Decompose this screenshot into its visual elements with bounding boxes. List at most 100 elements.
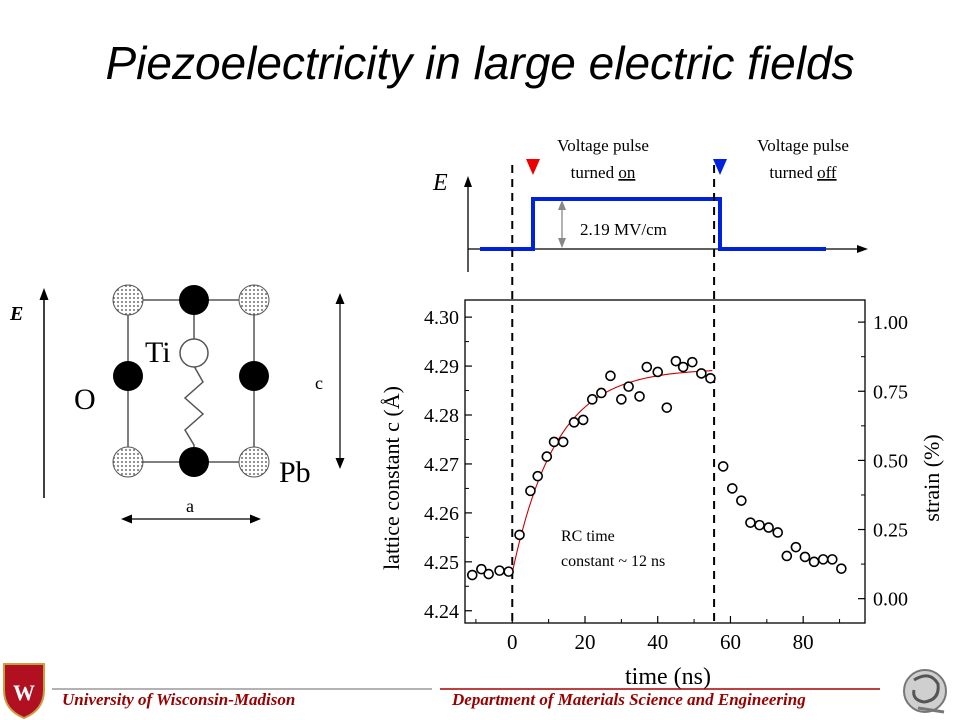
data-point [677, 361, 689, 373]
rc-fit-curve [511, 370, 713, 573]
pulse-boundary-lines [511, 165, 716, 623]
ti-atom [179, 338, 209, 368]
data-point [836, 563, 847, 574]
y-tick-label: 4.24 [424, 601, 459, 623]
pulse-diagram: E 2.19 MV/cm Voltage pulse turned on Vol… [432, 136, 868, 272]
pb-atom-top-right [238, 284, 270, 316]
y-tick-label: 4.28 [424, 405, 459, 427]
y-tick-label: 4.29 [424, 356, 459, 378]
unit-cell-diagram: E Ti O Pb c a [9, 284, 345, 524]
data-point [548, 436, 560, 448]
o-label: O [74, 383, 96, 416]
data-point [661, 402, 673, 413]
data-point [781, 550, 793, 562]
x-tick-label: 80 [793, 630, 814, 654]
data-point [623, 381, 634, 392]
data-point [605, 370, 616, 382]
data-points [466, 355, 847, 581]
voltage-pulse-trace [480, 197, 826, 251]
a-label: a [186, 496, 194, 516]
data-point [532, 470, 544, 482]
o-atom-top [179, 285, 209, 315]
data-point [652, 366, 664, 378]
data-point [514, 529, 525, 541]
x-tick-label: 40 [647, 630, 668, 654]
footer-university: University of Wisconsin-Madison [62, 690, 296, 709]
y-tick-label: 4.27 [424, 454, 459, 476]
pulse-off-marker [713, 159, 727, 175]
pulse-on-caption-line2: turned on [571, 163, 636, 182]
left-axis-ticks: 4.24 4.25 4.26 4.27 4.28 4.29 4.30 [424, 307, 472, 623]
data-point [754, 519, 765, 531]
x-tick-label: 60 [720, 630, 741, 654]
y-tick-label: 4.30 [424, 307, 459, 329]
department-logo [903, 669, 947, 714]
data-point [586, 394, 598, 405]
pulse-x-axis-head [857, 245, 868, 253]
data-point [494, 565, 505, 576]
x-tick-label: 20 [575, 630, 596, 654]
amplitude-arrow-head-top [558, 200, 566, 210]
y-tick-label: 4.26 [424, 503, 459, 525]
data-point [736, 495, 747, 506]
uw-crest-letter: W [13, 680, 35, 705]
data-point [670, 355, 682, 367]
data-point [772, 527, 784, 538]
x-axis-label: time (ns) [625, 664, 711, 690]
pulse-on-marker [526, 159, 540, 175]
field-label-cell: E [9, 303, 23, 325]
data-point [790, 541, 802, 553]
c-arrow-head-top [335, 293, 345, 304]
data-point [525, 485, 536, 497]
pb-atom-bottom-right [238, 446, 270, 478]
pb-label: Pb [279, 456, 311, 489]
pulse-on-caption-line1: Voltage pulse [557, 136, 649, 155]
pb-atom-bottom-left [112, 446, 144, 478]
y-tick-label: 4.25 [424, 552, 459, 574]
o-atom-bottom [179, 447, 209, 477]
pb-atom-top-left [112, 284, 144, 316]
data-point [686, 356, 698, 368]
c-arrow-head-bottom [335, 458, 345, 469]
cell-frame [127, 299, 255, 463]
data-point [466, 569, 478, 581]
x-tick-label: 0 [507, 630, 518, 654]
data-point [483, 568, 494, 580]
o-atom-right [239, 361, 269, 391]
ti-label: Ti [145, 336, 171, 369]
y-axis-label: lattice constant c (Å) [379, 386, 404, 570]
data-point [476, 563, 487, 575]
y2-tick-label: 0.50 [873, 450, 908, 472]
annotation-line1: RC time [561, 528, 615, 545]
data-point [705, 373, 716, 384]
o-atom-left [113, 361, 143, 391]
data-point [503, 566, 514, 577]
ti-spring-bond [183, 365, 205, 462]
data-point [745, 517, 756, 528]
lattice-constant-chart: 4.24 4.25 4.26 4.27 4.28 4.29 4.30 0.00 0.25 0.5… [379, 165, 944, 690]
right-axis-ticks: 0.00 0.25 0.50 0.75 1.00 [858, 312, 908, 611]
data-point [557, 436, 569, 448]
amplitude-arrow-head-bottom [558, 238, 566, 248]
uw-crest-logo [3, 663, 45, 720]
data-point [817, 554, 829, 565]
footer-department: Department of Materials Science and Engi… [452, 690, 806, 709]
footer: W [3, 663, 947, 720]
data-point [568, 417, 580, 428]
pulse-field-label: E [432, 170, 448, 196]
pulse-off-caption-line1: Voltage pulse [757, 136, 849, 155]
pulse-y-axis-head [464, 176, 472, 187]
data-point [763, 522, 774, 533]
data-point [717, 461, 729, 472]
data-point [634, 391, 645, 402]
amplitude-label: 2.19 MV/cm [580, 220, 667, 239]
a-arrow-head-left [121, 514, 132, 524]
y2-tick-label: 1.00 [873, 312, 908, 334]
a-arrow-head-right [250, 514, 261, 524]
data-point [726, 483, 738, 494]
annotation-line2: constant ~ 12 ns [561, 553, 665, 570]
c-label: c [315, 373, 323, 393]
plot-frame [464, 299, 866, 624]
data-point [808, 556, 820, 568]
